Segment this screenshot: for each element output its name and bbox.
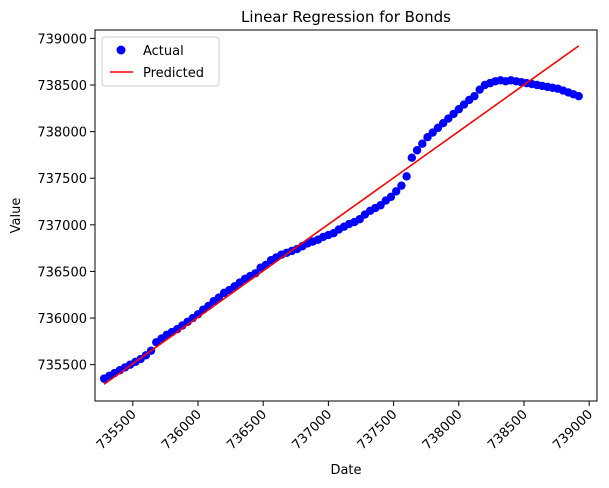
x-tick-label: 738500 bbox=[485, 407, 531, 453]
y-tick-label: 736000 bbox=[37, 312, 87, 327]
legend-label-predicted: Predicted bbox=[143, 66, 204, 81]
actual-point bbox=[402, 172, 411, 181]
actual-point bbox=[386, 192, 396, 202]
chart-title: Linear Regression for Bonds bbox=[241, 8, 451, 26]
y-tick-label: 737500 bbox=[37, 172, 87, 187]
x-tick-label: 738000 bbox=[420, 407, 466, 453]
actual-point bbox=[470, 91, 479, 101]
x-tick-label: 735500 bbox=[94, 407, 140, 453]
x-tick-label: 739000 bbox=[550, 407, 596, 453]
y-tick-label: 737000 bbox=[37, 219, 87, 234]
actual-point bbox=[412, 146, 422, 155]
x-tick-label: 736500 bbox=[224, 407, 270, 453]
x-tick-label: 736000 bbox=[159, 407, 205, 453]
x-axis-title: Date bbox=[330, 463, 361, 478]
y-tick-label: 738000 bbox=[37, 126, 87, 141]
y-tick-label: 735500 bbox=[37, 359, 87, 374]
actual-point bbox=[407, 153, 417, 162]
x-axis-ticks: 735500 736000 736500 737000 737500 738000 7385… bbox=[94, 401, 596, 453]
y-axis-ticks: 735500 736000 736500 737000 737500 738000 7385… bbox=[37, 32, 95, 374]
actual-point bbox=[392, 187, 401, 196]
actual-point bbox=[397, 181, 406, 190]
predicted-line bbox=[103, 45, 580, 385]
x-tick-label: 737000 bbox=[290, 407, 336, 453]
y-tick-label: 736500 bbox=[37, 265, 87, 280]
y-tick-label: 739000 bbox=[37, 32, 87, 47]
x-tick-label: 737500 bbox=[355, 407, 401, 453]
legend-box bbox=[101, 36, 220, 87]
actual-point bbox=[574, 91, 583, 101]
y-tick-label: 738500 bbox=[37, 79, 87, 94]
plot-area bbox=[99, 45, 583, 385]
plot-frame bbox=[94, 29, 598, 402]
legend-label-actual: Actual bbox=[143, 44, 184, 59]
y-axis-title: Value bbox=[9, 198, 24, 234]
legend-marker-actual bbox=[116, 45, 126, 55]
actual-point bbox=[418, 139, 427, 148]
legend: Actual Predicted bbox=[101, 36, 220, 87]
